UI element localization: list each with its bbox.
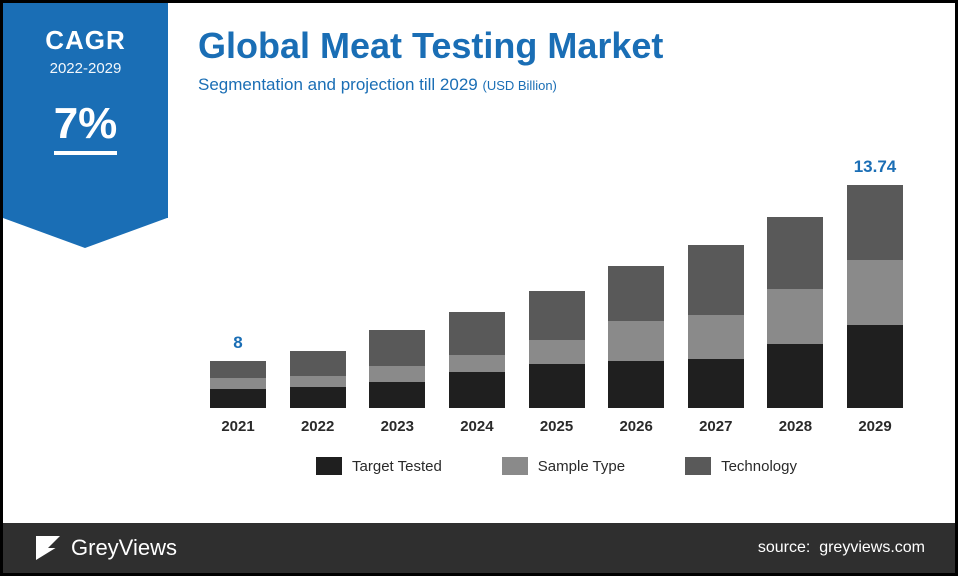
bar-segment	[847, 185, 903, 261]
brand-logo-icon	[33, 533, 63, 563]
source-label: source:	[758, 539, 810, 556]
bar-year-label: 2029	[858, 418, 891, 435]
cagr-badge: CAGR 2022-2029 7%	[3, 3, 168, 218]
bar-chart: 8 2021 2022 2023 2024 2025 2026 2027 2028 13.74 20…	[198, 125, 915, 435]
legend-item: Technology	[685, 457, 797, 475]
legend-swatch	[316, 457, 342, 475]
bar-segment	[608, 266, 664, 321]
legend-label: Technology	[721, 458, 797, 475]
stacked-bar	[210, 361, 266, 408]
bar-column: 2026	[600, 238, 672, 435]
legend-label: Target Tested	[352, 458, 442, 475]
legend-label: Sample Type	[538, 458, 625, 475]
bar-segment	[210, 378, 266, 389]
bar-year-label: 2024	[460, 418, 493, 435]
bar-segment	[369, 330, 425, 366]
bar-column: 2027	[680, 217, 752, 435]
cagr-label: CAGR	[3, 25, 168, 56]
bar-year-label: 2027	[699, 418, 732, 435]
bar-segment	[608, 361, 664, 408]
bar-value-label: 8	[233, 333, 242, 355]
bar-year-label: 2028	[779, 418, 812, 435]
bar-segment	[688, 245, 744, 315]
stacked-bar	[290, 351, 346, 408]
source-url[interactable]: greyviews.com	[819, 539, 925, 556]
brand-name: GreyViews	[71, 535, 177, 561]
bar-year-label: 2023	[381, 418, 414, 435]
bar-segment	[767, 344, 823, 408]
bar-value-label: 13.74	[854, 157, 897, 179]
bar-segment	[290, 387, 346, 408]
footer-bar: GreyViews source: greyviews.com	[3, 523, 955, 573]
stacked-bar	[608, 266, 664, 408]
bar-segment	[529, 291, 585, 340]
chart-panel: Global Meat Testing Market Segmentation …	[168, 3, 955, 523]
subtitle-unit: (USD Billion)	[482, 78, 556, 93]
bar-column: 2022	[282, 323, 354, 435]
stacked-bar	[688, 245, 744, 408]
bar-segment	[210, 361, 266, 378]
legend-swatch	[685, 457, 711, 475]
bar-segment	[608, 321, 664, 361]
bar-segment	[290, 376, 346, 387]
bar-segment	[369, 366, 425, 381]
subtitle-text: Segmentation and projection till 2029	[198, 75, 478, 94]
legend-swatch	[502, 457, 528, 475]
legend-item: Sample Type	[502, 457, 625, 475]
page-title: Global Meat Testing Market	[198, 25, 915, 67]
bar-segment	[529, 340, 585, 365]
bar-segment	[688, 359, 744, 408]
page-subtitle: Segmentation and projection till 2029 (U…	[198, 75, 915, 95]
bar-segment	[767, 217, 823, 289]
bar-segment	[847, 260, 903, 324]
brand: GreyViews	[33, 533, 177, 563]
source-line: source: greyviews.com	[758, 539, 925, 557]
bar-year-label: 2026	[619, 418, 652, 435]
stacked-bar	[529, 291, 585, 408]
bar-year-label: 2022	[301, 418, 334, 435]
bar-segment	[449, 355, 505, 372]
main-container: CAGR 2022-2029 7% Global Meat Testing Ma…	[3, 3, 955, 523]
bar-column: 2028	[759, 189, 831, 435]
bar-column: 2023	[361, 302, 433, 435]
bar-segment	[210, 389, 266, 408]
bar-segment	[767, 289, 823, 344]
bar-column: 13.74 2029	[839, 157, 911, 435]
bar-column: 8 2021	[202, 333, 274, 435]
bar-segment	[369, 382, 425, 408]
bar-year-label: 2025	[540, 418, 573, 435]
bar-column: 2025	[521, 263, 593, 435]
bar-year-label: 2021	[221, 418, 254, 435]
bar-segment	[449, 372, 505, 408]
legend-item: Target Tested	[316, 457, 442, 475]
stacked-bar	[847, 185, 903, 408]
bar-segment	[847, 325, 903, 408]
bar-segment	[290, 351, 346, 376]
bar-segment	[449, 312, 505, 356]
stacked-bar	[449, 312, 505, 408]
cagr-value: 7%	[54, 99, 118, 155]
stacked-bar	[369, 330, 425, 408]
bar-segment	[529, 364, 585, 408]
chart-legend: Target Tested Sample Type Technology	[198, 457, 915, 475]
stacked-bar	[767, 217, 823, 408]
cagr-period: 2022-2029	[3, 60, 168, 77]
bar-segment	[688, 315, 744, 359]
bar-column: 2024	[441, 284, 513, 435]
